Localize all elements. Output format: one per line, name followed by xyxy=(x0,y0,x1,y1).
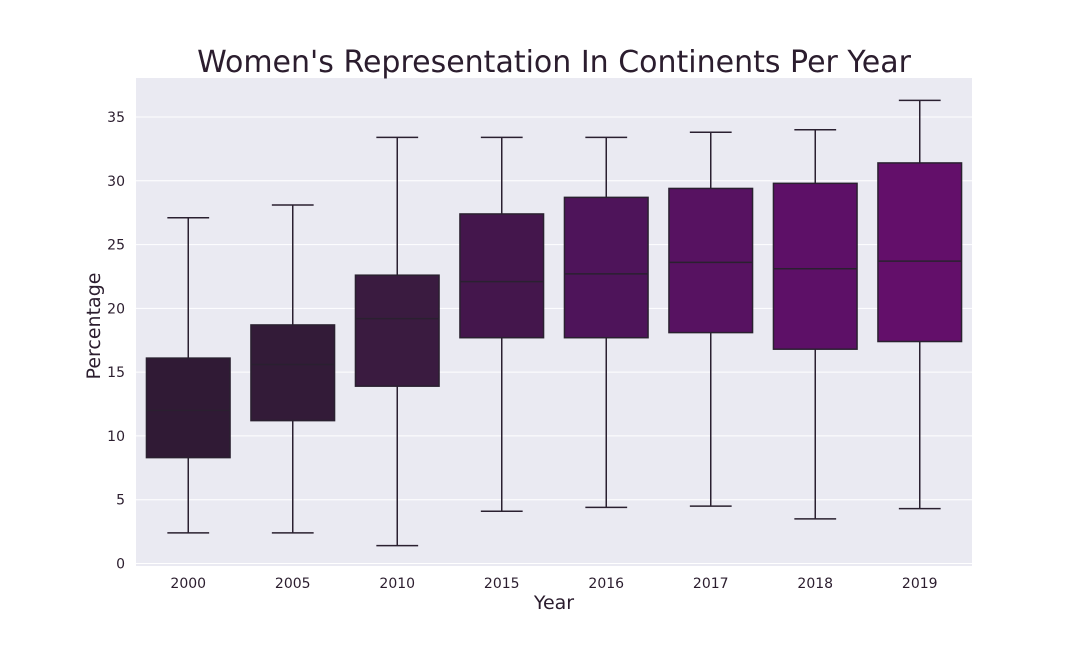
box-2017 xyxy=(668,187,754,334)
x-tick-2000: 2000 xyxy=(170,576,206,592)
y-tick-15: 15 xyxy=(107,365,125,381)
box-2015 xyxy=(459,213,545,339)
x-tick-2010: 2010 xyxy=(379,576,415,592)
x-axis-label: Year xyxy=(533,592,574,614)
chart-title: Women's Representation In Continents Per… xyxy=(197,45,911,80)
y-tick-5: 5 xyxy=(116,493,125,509)
box-2010 xyxy=(354,274,440,387)
y-tick-25: 25 xyxy=(107,238,125,254)
x-tick-2015: 2015 xyxy=(484,576,520,592)
y-tick-30: 30 xyxy=(107,174,125,190)
box-2018 xyxy=(772,182,858,350)
x-tick-2005: 2005 xyxy=(275,576,311,592)
y-tick-labels: 0 5 10 15 20 25 30 35 xyxy=(107,110,125,573)
y-tick-0: 0 xyxy=(116,557,125,573)
box-2016 xyxy=(563,196,649,339)
x-tick-2018: 2018 xyxy=(797,576,833,592)
y-tick-20: 20 xyxy=(107,301,125,317)
y-axis-label: Percentage xyxy=(83,273,105,380)
boxes-layer xyxy=(145,99,963,547)
x-tick-2017: 2017 xyxy=(693,576,729,592)
x-tick-2016: 2016 xyxy=(588,576,624,592)
x-tick-2019: 2019 xyxy=(902,576,938,592)
box-2000 xyxy=(145,357,231,459)
y-tick-10: 10 xyxy=(107,429,125,445)
y-tick-35: 35 xyxy=(107,110,125,126)
x-tick-labels: 2000 2005 2010 2015 2016 2017 2018 2019 xyxy=(170,576,937,592)
box-2019 xyxy=(877,162,963,343)
box-2005 xyxy=(250,324,336,422)
